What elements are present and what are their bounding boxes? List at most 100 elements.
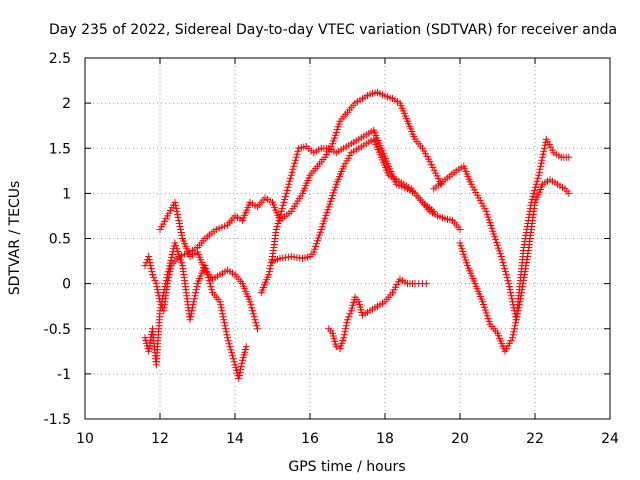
x-tick-label: 10 xyxy=(76,431,94,447)
data-point xyxy=(193,283,201,291)
x-axis-label: GPS time / hours xyxy=(288,459,405,475)
data-point xyxy=(483,210,491,218)
y-tick-label: -0.5 xyxy=(44,322,71,338)
data-point xyxy=(281,195,289,203)
data-point xyxy=(342,322,350,330)
data-point xyxy=(229,355,237,363)
data-point xyxy=(222,325,230,333)
data-point xyxy=(172,204,180,212)
data-point xyxy=(540,147,548,155)
data-point xyxy=(186,316,194,324)
data-point xyxy=(539,150,547,158)
data-point xyxy=(274,220,282,227)
y-tick-label: 1.5 xyxy=(49,141,71,157)
data-point xyxy=(252,319,260,327)
data-point xyxy=(162,277,170,285)
data-point xyxy=(289,165,297,173)
data-point xyxy=(227,346,235,354)
x-tick-label: 14 xyxy=(226,431,244,447)
data-point xyxy=(176,223,184,230)
data-points xyxy=(141,88,573,382)
data-point xyxy=(462,256,470,264)
x-tick-label: 20 xyxy=(451,431,469,447)
data-point xyxy=(145,256,153,264)
data-point xyxy=(177,229,185,236)
data-point xyxy=(151,277,159,285)
data-point xyxy=(278,204,286,212)
data-point xyxy=(153,283,161,291)
data-point xyxy=(172,201,180,209)
data-point xyxy=(345,313,353,321)
x-tick-label: 24 xyxy=(601,431,619,447)
data-point xyxy=(220,319,228,327)
data-point xyxy=(536,165,544,173)
data-point xyxy=(266,265,274,273)
data-point xyxy=(505,283,513,291)
data-point xyxy=(481,306,489,314)
data-point xyxy=(189,301,197,309)
chart-title: Day 235 of 2022, Sidereal Day-to-day VTE… xyxy=(49,22,617,38)
data-point xyxy=(168,253,176,261)
data-point xyxy=(280,198,288,206)
data-point xyxy=(217,301,225,309)
data-point xyxy=(145,253,153,260)
data-point xyxy=(225,340,233,348)
data-point xyxy=(224,337,232,345)
data-point xyxy=(323,209,331,217)
data-point xyxy=(498,256,506,264)
data-point xyxy=(160,286,168,294)
data-point xyxy=(318,223,326,231)
data-point xyxy=(540,144,548,152)
data-point xyxy=(206,280,214,288)
y-tick-label: 0.5 xyxy=(49,232,71,248)
y-tick-label: 1 xyxy=(62,186,71,202)
x-tick-label: 12 xyxy=(151,431,169,447)
data-point xyxy=(539,153,546,161)
data-point xyxy=(159,292,167,300)
data-point xyxy=(504,277,512,285)
data-point xyxy=(190,298,198,306)
data-point xyxy=(528,195,536,203)
data-point xyxy=(314,237,321,245)
data-point xyxy=(249,310,257,318)
data-point xyxy=(150,274,158,282)
data-point xyxy=(219,313,227,321)
series-track-h xyxy=(325,275,430,353)
data-point xyxy=(502,271,510,279)
data-point xyxy=(276,213,284,221)
data-point xyxy=(172,242,180,250)
data-point xyxy=(254,325,261,333)
data-point xyxy=(509,331,517,339)
series-track-e xyxy=(430,135,573,324)
data-point xyxy=(294,147,302,155)
data-point xyxy=(507,292,515,300)
data-point xyxy=(501,268,509,276)
data-point xyxy=(178,232,186,239)
data-point xyxy=(168,251,176,258)
data-point xyxy=(273,223,281,230)
data-point xyxy=(174,210,181,218)
data-point xyxy=(532,180,540,188)
data-point xyxy=(275,216,283,224)
data-point xyxy=(216,298,224,306)
data-point xyxy=(147,265,155,273)
data-point xyxy=(163,274,171,282)
data-point xyxy=(148,268,156,276)
data-point xyxy=(253,322,261,330)
data-point xyxy=(538,156,546,164)
data-point xyxy=(154,286,161,294)
data-point xyxy=(506,286,514,294)
data-point xyxy=(152,280,160,288)
data-point xyxy=(277,207,285,215)
data-point xyxy=(250,313,258,321)
data-point xyxy=(340,331,348,339)
data-point xyxy=(265,268,273,276)
data-point xyxy=(341,328,349,336)
data-point xyxy=(224,334,231,342)
data-point xyxy=(237,362,245,370)
data-point xyxy=(488,224,496,232)
data-point xyxy=(166,262,173,270)
data-point xyxy=(160,289,168,297)
data-point xyxy=(346,310,354,318)
data-point xyxy=(276,210,284,218)
